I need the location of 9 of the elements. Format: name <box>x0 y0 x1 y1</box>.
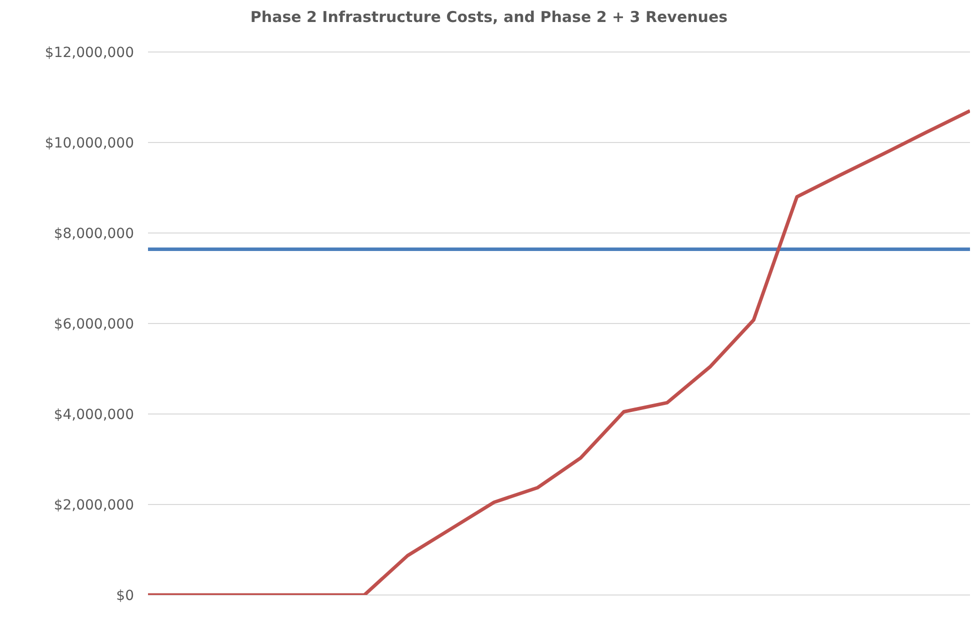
y-tick-label: $12,000,000 <box>44 44 134 61</box>
y-tick-label: $2,000,000 <box>54 497 134 514</box>
y-tick-label: $8,000,000 <box>54 226 134 242</box>
chart-title: Phase 2 Infrastructure Costs, and Phase 2 + 3 Revenues <box>249 8 729 28</box>
line-series <box>146 109 970 595</box>
y-tick-label: $4,000,000 <box>54 406 134 423</box>
y-tick-label: $6,000,000 <box>54 316 134 332</box>
y-tick-label: $0 <box>116 588 134 604</box>
y-tick-label: $10,000,000 <box>44 135 134 152</box>
